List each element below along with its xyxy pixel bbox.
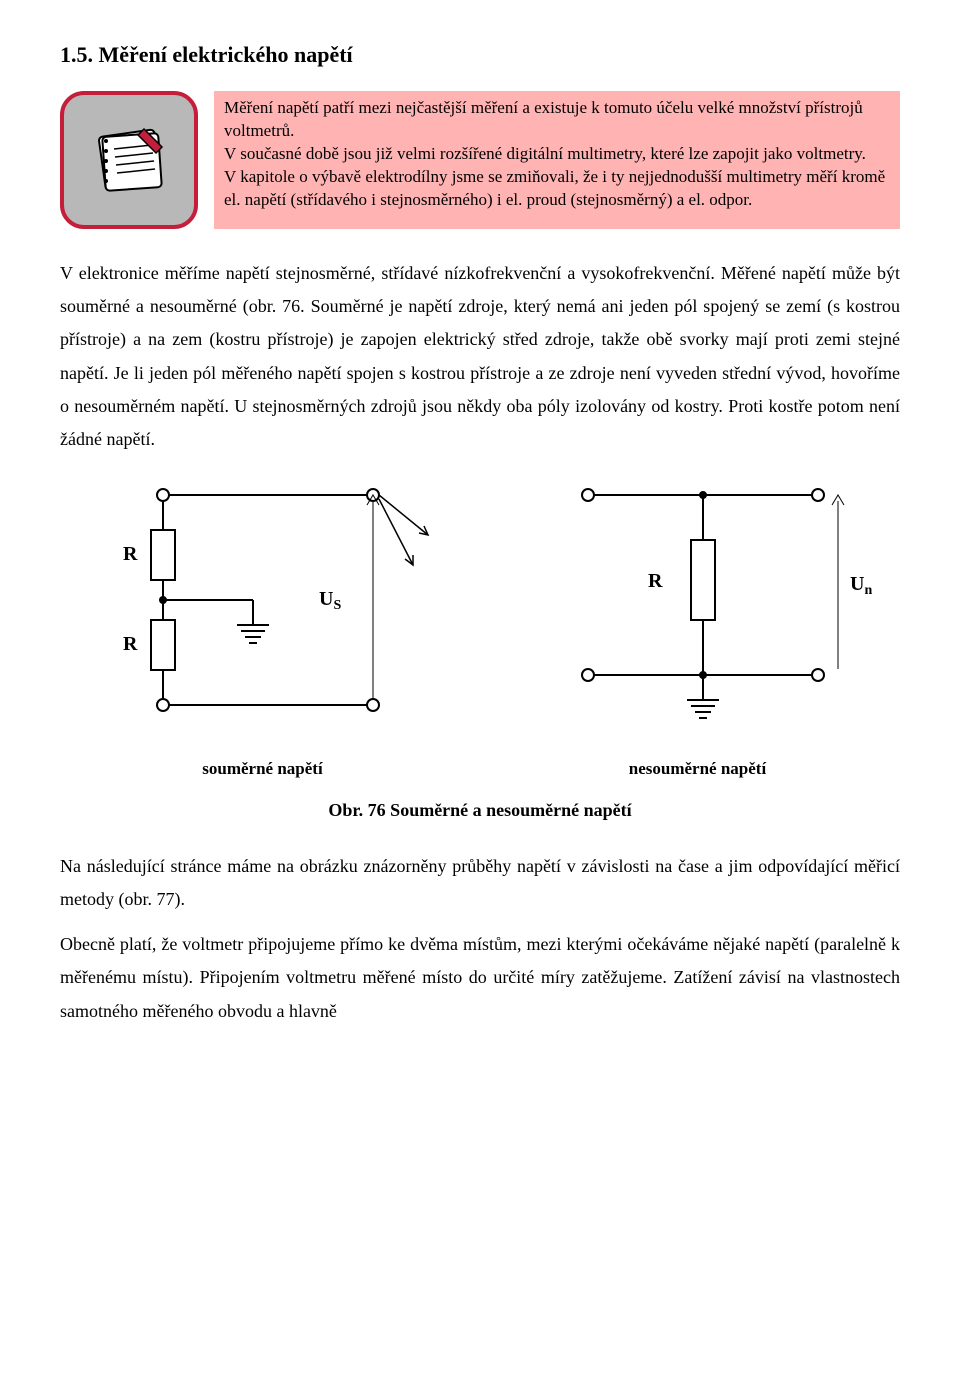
label-us: US [319, 588, 341, 613]
figure-caption: Obr. 76 Souměrné a nesouměrné napětí [60, 798, 900, 823]
intro-p2: V současné době jsou již velmi rozšířené… [224, 144, 866, 163]
label-r1: R [123, 543, 138, 565]
body-p1: V elektronice měříme napětí stejnosměrné… [60, 257, 900, 457]
figure-76: R R US souměrné napětí [60, 475, 900, 824]
label-r2: R [123, 633, 138, 655]
after-p1: Na následující stránce máme na obrázku z… [60, 850, 900, 917]
caption-asymmetric: nesouměrné napětí [629, 757, 766, 781]
intro-box: Měření napětí patří mezi nejčastější měř… [60, 91, 900, 229]
caption-symmetric: souměrné napětí [202, 757, 322, 781]
section-heading: 1.5. Měření elektrického napětí [60, 40, 900, 71]
intro-text: Měření napětí patří mezi nejčastější měř… [214, 91, 900, 229]
notebook-icon [60, 91, 198, 229]
intro-p1: Měření napětí patří mezi nejčastější měř… [224, 98, 863, 140]
intro-p3: V kapitole o výbavě elektrodílny jsme se… [224, 167, 885, 209]
circuit-symmetric: R R US souměrné napětí [60, 475, 465, 781]
label-un: Un [850, 573, 872, 598]
circuit-asymmetric: R Un nesouměrné napětí [495, 475, 900, 781]
label-r: R [648, 570, 663, 592]
after-p2: Obecně platí, že voltmetr připojujeme př… [60, 928, 900, 1028]
